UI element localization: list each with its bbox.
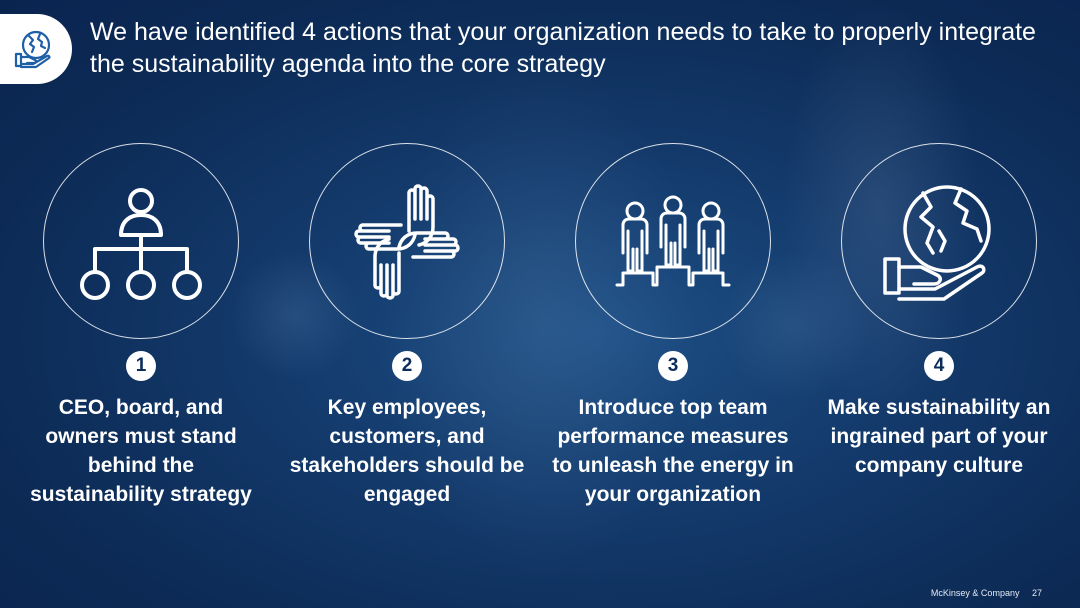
icon-circle <box>309 143 505 339</box>
action-description: Make sustainability an ingrained part of… <box>827 396 1051 477</box>
page-number: 27 <box>1031 588 1042 598</box>
action-number-badge: 4 <box>924 351 954 381</box>
action-card: 3 Introduce top team performance measure… <box>543 143 803 509</box>
team-podium-icon <box>615 195 731 287</box>
action-number-badge: 3 <box>658 351 688 381</box>
action-number-badge: 1 <box>126 351 156 381</box>
action-card: 1 CEO, board, and owners must stand behi… <box>11 143 271 509</box>
action-card: 4 Make sustainability an ingrained part … <box>809 143 1069 480</box>
globe-in-hand-icon <box>14 30 51 69</box>
icon-circle <box>575 143 771 339</box>
action-description: Key employees, customers, and stakeholde… <box>289 396 525 506</box>
joined-hands-icon <box>354 184 460 300</box>
slide-title: We have identified 4 actions that your o… <box>90 18 1036 78</box>
logo-tab <box>0 14 72 84</box>
action-description: Introduce top team performance measures … <box>552 396 794 506</box>
action-card: 2 Key employees, customers, and stakehol… <box>277 143 537 509</box>
icon-circle <box>841 143 1037 339</box>
action-number-badge: 2 <box>392 351 422 381</box>
globe-in-hand-icon <box>883 185 991 301</box>
org-chart-icon <box>80 188 202 300</box>
footer: McKinsey & Company 27 <box>921 588 1042 598</box>
action-description: CEO, board, and owners must stand behind… <box>30 396 252 506</box>
footer-company: McKinsey & Company <box>930 588 1020 598</box>
icon-circle <box>43 143 239 339</box>
